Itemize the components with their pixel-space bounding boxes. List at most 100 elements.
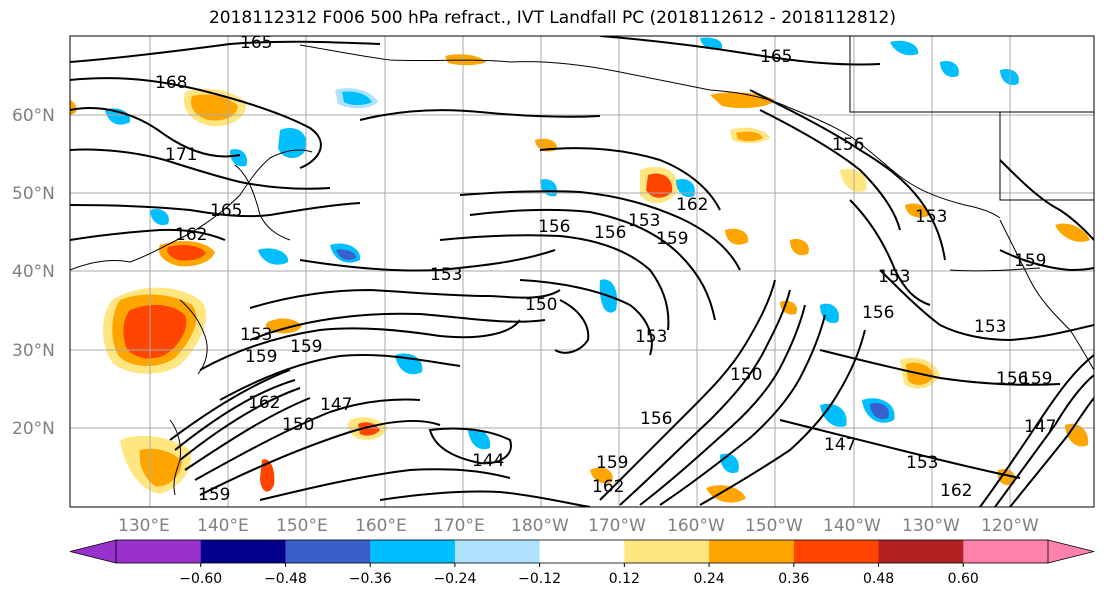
negative-patch <box>870 402 889 420</box>
contour-label: 156 <box>594 223 626 243</box>
positive-patch <box>445 54 486 66</box>
colorbar-swatch <box>878 540 964 563</box>
longitude-label: 170°E <box>433 516 485 536</box>
colorbar-tick-label: 0.24 <box>694 571 725 587</box>
contour-lines <box>70 36 1094 507</box>
longitude-label: 150°W <box>745 516 803 536</box>
longitude-label: 140°E <box>197 516 249 536</box>
latitude-labels: 60°N 50°N 40°N 30°N 20°N <box>12 106 55 439</box>
positive-patch <box>905 203 929 218</box>
colorbar-tick-label: 0.36 <box>778 571 809 587</box>
contour-label: 144 <box>472 451 504 471</box>
colorbar-tick-label: −0.24 <box>433 571 476 587</box>
longitude-label: 130°W <box>902 516 960 536</box>
latitude-label: 60°N <box>12 106 55 126</box>
positive-patch <box>997 468 1016 486</box>
colorbar-swatch <box>285 540 371 563</box>
longitude-label: 180°W <box>511 516 569 536</box>
contour-label: 147 <box>824 435 856 455</box>
colorbar-swatch <box>116 540 202 563</box>
colorbar-swatch <box>624 540 710 563</box>
colorbar-tick-label: −0.36 <box>349 571 392 587</box>
positive-patch <box>266 318 302 334</box>
colorbar-tick-label: −0.12 <box>518 571 561 587</box>
colorbar-frame <box>115 539 1049 564</box>
contour-label: 159 <box>656 229 688 249</box>
contour-label: 153 <box>974 317 1006 337</box>
negative-patch <box>336 249 356 260</box>
positive-patch <box>736 131 763 142</box>
latitude-label: 50°N <box>12 184 55 204</box>
contour-label: 159 <box>290 337 322 357</box>
positive-patch <box>646 173 673 198</box>
contour-label: 162 <box>676 195 708 215</box>
colorbar-swatch <box>454 540 541 563</box>
colorbar: −0.60 −0.48 −0.36 −0.24 −0.12 0.12 0.24 0.36 0.4… <box>69 539 1095 587</box>
contour-label: 168 <box>155 73 187 93</box>
negative-patch <box>230 149 248 167</box>
negative-patch <box>278 128 307 159</box>
positive-patch <box>70 99 77 115</box>
colorbar-swatch <box>370 540 456 563</box>
positive-patch <box>260 459 275 492</box>
positive-patch <box>590 467 613 484</box>
longitude-label: 140°W <box>823 516 881 536</box>
contour-label: 156 <box>640 409 672 429</box>
contour-label: 147 <box>1024 417 1056 437</box>
colorbar-tick-label: 0.48 <box>863 571 894 587</box>
contour-label: 153 <box>635 327 667 347</box>
latitude-label: 40°N <box>12 262 55 282</box>
contour-label: 162 <box>175 225 207 245</box>
colorbar-tick-label: −0.60 <box>179 571 222 587</box>
contour-label: 171 <box>165 145 197 165</box>
positive-patch <box>167 245 206 261</box>
longitude-label: 130°E <box>118 516 170 536</box>
contour-label: 162 <box>940 481 972 501</box>
latitude-label: 20°N <box>12 419 55 439</box>
negative-patch <box>890 40 919 56</box>
negative-patch <box>468 428 491 450</box>
colorbar-swatch <box>539 540 625 563</box>
contour-label: 153 <box>430 265 462 285</box>
contour-label: 159 <box>198 485 230 505</box>
latitude-label: 30°N <box>12 341 55 361</box>
positive-patch <box>706 485 746 503</box>
contour-label: 162 <box>592 477 624 497</box>
longitude-labels: 130°E 140°E 150°E 160°E 170°E 180°W 170°… <box>118 516 1039 536</box>
colorbar-extend-low <box>69 539 117 564</box>
colorbar-extend-high <box>1047 539 1095 564</box>
contour-label: 150 <box>730 365 762 385</box>
colorbar-tick-label: 0.12 <box>609 571 640 587</box>
longitude-label: 120°W <box>981 516 1039 536</box>
positive-patch <box>710 92 775 108</box>
longitude-label: 160°E <box>355 516 407 536</box>
contour-label: 147 <box>320 395 352 415</box>
negative-patch <box>1000 68 1019 86</box>
positive-patch <box>1055 223 1090 242</box>
longitude-label: 160°W <box>667 516 725 536</box>
colorbar-swatch <box>709 540 795 563</box>
positive-patch <box>725 228 749 245</box>
contour-label: 159 <box>1020 369 1052 389</box>
positive-patch <box>840 168 867 192</box>
longitude-label: 170°W <box>588 516 646 536</box>
contour-label: 153 <box>628 211 660 231</box>
contour-label: 153 <box>878 267 910 287</box>
colorbar-tick-label: 0.60 <box>948 571 979 587</box>
contour-label: 153 <box>240 325 272 345</box>
contour-label: 159 <box>245 347 277 367</box>
contour-label: 153 <box>915 207 947 227</box>
map-title: 2018112312 F006 500 hPa refract., IVT La… <box>208 8 896 28</box>
contour-label: 165 <box>210 201 242 221</box>
positive-patch <box>123 304 187 359</box>
positive-patch <box>790 238 809 256</box>
contour-label: 156 <box>996 369 1028 389</box>
colorbar-swatch <box>200 540 286 563</box>
contour-label: 153 <box>906 453 938 473</box>
contour-label: 159 <box>1014 251 1046 271</box>
contour-label: 150 <box>282 415 314 435</box>
negative-patch <box>150 208 169 226</box>
colorbar-swatch <box>963 540 1049 563</box>
negative-patch <box>258 248 289 265</box>
